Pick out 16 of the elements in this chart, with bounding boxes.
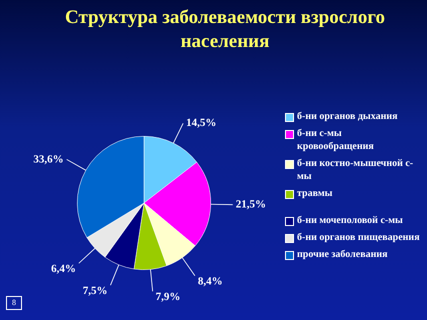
legend-label: б-ни органов пищеварения <box>297 231 420 244</box>
data-label: 8,4% <box>198 276 223 288</box>
legend-label: б-ни мочеполовой с-мы <box>297 214 403 227</box>
legend-label: б-ни органов дыхания <box>297 110 398 123</box>
text: 8 <box>6 296 22 310</box>
legend-label: б-ни костно-мышечной с-мы <box>297 157 414 183</box>
data-label: 14,5% <box>186 117 216 130</box>
data-label: 7,5% <box>82 285 108 298</box>
legend-label: б-ни с-мы кровообращения <box>297 127 375 153</box>
legend-label: травмы <box>297 187 332 200</box>
data-label: 33,6% <box>33 153 64 166</box>
data-label: 6,4% <box>51 263 76 276</box>
data-label: 7,9% <box>156 291 180 304</box>
data-label: 21,5% <box>236 198 266 211</box>
legend-label: прочие заболевания <box>297 248 388 261</box>
chart-title: Структура заболеваемости взрослого населения <box>64 6 386 54</box>
